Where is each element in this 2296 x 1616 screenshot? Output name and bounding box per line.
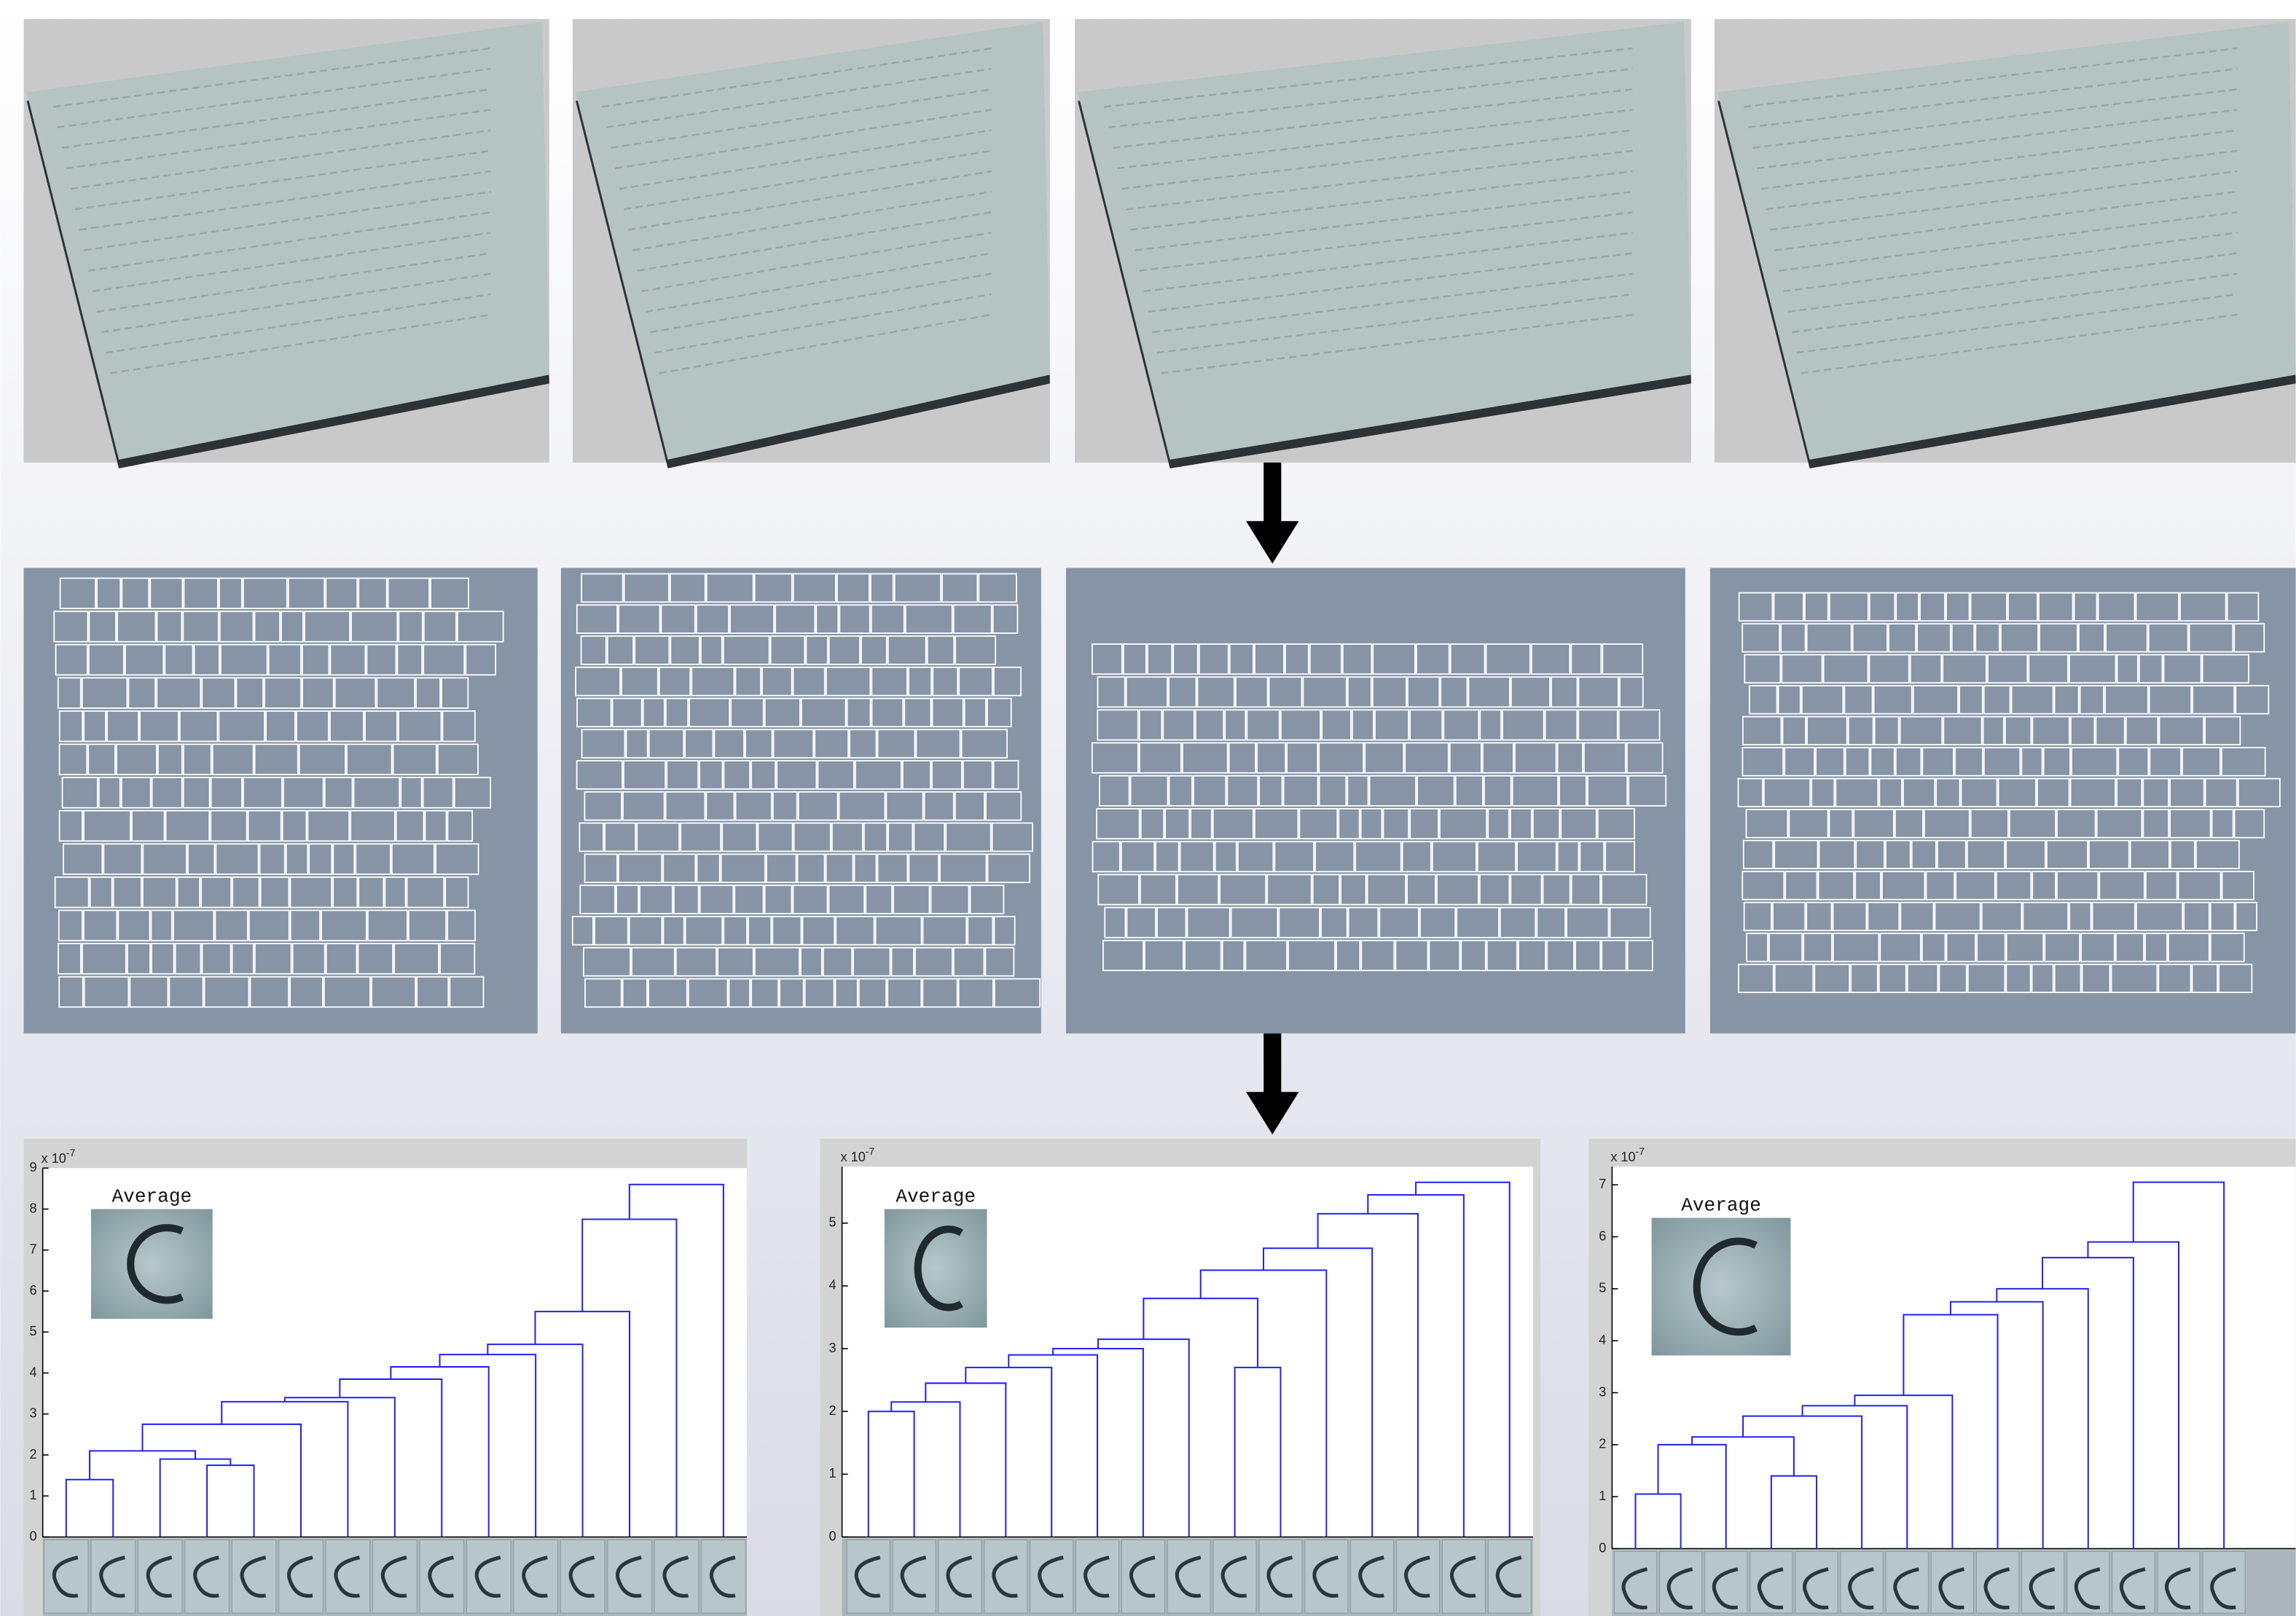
leaf-thumb — [893, 1540, 936, 1613]
leaf-thumb — [420, 1540, 463, 1613]
y-tick-label: 4 — [30, 1365, 37, 1379]
leaf-thumb — [1976, 1552, 2018, 1613]
scale-base: x 10 — [1610, 1150, 1635, 1164]
leaf-thumb — [138, 1540, 181, 1613]
leaf-thumb — [2203, 1552, 2245, 1613]
average-glyph — [885, 1209, 987, 1327]
y-tick-label: 1 — [829, 1466, 836, 1480]
y-tick-label: 7 — [30, 1242, 37, 1257]
leaf-thumb — [1121, 1540, 1164, 1613]
leaf-thumb — [1705, 1552, 1747, 1613]
y-tick-label: 0 — [1599, 1540, 1606, 1555]
leaf-thumb — [1795, 1552, 1838, 1613]
y-tick-label: 5 — [30, 1324, 37, 1338]
leaf-thumb — [608, 1540, 651, 1613]
leaf-thumb — [654, 1540, 698, 1613]
inset-label: Average — [1681, 1194, 1761, 1216]
leaf-thumb — [1351, 1540, 1394, 1613]
leaf-thumb — [232, 1540, 275, 1613]
leaf-thumb — [514, 1540, 557, 1613]
y-tick-label: 2 — [829, 1403, 836, 1418]
segmented-image — [1710, 568, 2296, 1034]
y-tick-label: 1 — [30, 1488, 37, 1502]
leaf-thumb — [1886, 1552, 1928, 1613]
y-tick-label: 3 — [30, 1406, 37, 1421]
average-glyph — [91, 1209, 213, 1319]
leaf-thumb — [1750, 1552, 1792, 1613]
scale-exponent: -7 — [866, 1145, 875, 1157]
leaf-thumb — [1442, 1540, 1485, 1613]
y-tick-label: 1 — [1599, 1488, 1606, 1503]
leaf-thumb — [279, 1540, 323, 1613]
leaf-thumb — [1841, 1552, 1883, 1613]
leaf-thumb — [373, 1540, 417, 1613]
slide: 0123456789x 10-7Average012345x 10-7Avera… — [0, 0, 2296, 1616]
leaf-thumb — [2158, 1552, 2200, 1613]
leaf-thumb — [560, 1540, 604, 1613]
leaf-thumb — [1030, 1540, 1073, 1613]
leaf-thumb — [2067, 1552, 2109, 1613]
leaf-thumb — [1660, 1552, 1702, 1613]
dendrogram-panel: 0 1 2 3 4 5 6 7 x 10-7 Average — [1588, 1139, 2295, 1616]
y-tick-label: 6 — [30, 1283, 37, 1298]
y-tick-label: 2 — [30, 1447, 37, 1462]
leaf-thumb — [185, 1540, 229, 1613]
y-tick-label: 4 — [1599, 1333, 1606, 1347]
leaf-thumb — [939, 1540, 982, 1613]
leaf-thumb — [326, 1540, 369, 1613]
leaf-thumb — [1167, 1540, 1210, 1613]
dendrogram-panel: 0 1 2 3 4 5 x 10-7 Average — [820, 1139, 1540, 1616]
segmented-images — [24, 568, 2296, 1034]
leaf-thumb — [2112, 1552, 2155, 1613]
leaf-thumb — [1397, 1540, 1440, 1613]
leaf-thumb — [984, 1540, 1027, 1613]
leaf-thumb — [1931, 1552, 1973, 1613]
inset-label: Average — [896, 1185, 976, 1207]
leaf-thumb — [1305, 1540, 1348, 1613]
leaf-thumb — [702, 1540, 745, 1613]
y-tick-label: 6 — [1599, 1228, 1606, 1243]
inset-label: Average — [111, 1185, 192, 1207]
leaf-thumb — [466, 1540, 510, 1613]
leaf-thumb — [847, 1540, 890, 1613]
leaf-thumb — [44, 1540, 88, 1613]
leaf-thumb — [91, 1540, 135, 1613]
segmented-image — [1066, 568, 1685, 1034]
scale-base: x 10 — [841, 1150, 866, 1164]
y-tick-label: 5 — [1599, 1281, 1606, 1295]
dendrogram-panels: 0123456789x 10-7Average012345x 10-7Avera… — [24, 1139, 2296, 1616]
scale-base: x 10 — [42, 1151, 66, 1166]
page: 0123456789x 10-7Average012345x 10-7Avera… — [0, 0, 2296, 1616]
leaf-thumb — [1076, 1540, 1119, 1613]
leaf-thumb — [1213, 1540, 1256, 1613]
scale-exponent: -7 — [66, 1147, 76, 1158]
average-glyph — [1652, 1218, 1791, 1356]
y-tick-label: 3 — [1599, 1384, 1606, 1399]
y-tick-label: 0 — [30, 1529, 37, 1543]
y-tick-label: 4 — [829, 1278, 836, 1293]
dendrogram-panel: 0 1 2 3 4 5 6 7 8 9 x 10-7 Average — [24, 1139, 747, 1616]
y-tick-label: 9 — [30, 1160, 37, 1174]
leaf-thumb — [1614, 1552, 1656, 1613]
scale-exponent: -7 — [1636, 1145, 1645, 1157]
y-tick-label: 8 — [30, 1201, 37, 1215]
y-tick-label: 7 — [1599, 1177, 1606, 1191]
y-tick-label: 5 — [829, 1215, 836, 1230]
y-tick-label: 2 — [1599, 1437, 1606, 1451]
leaf-thumb — [2022, 1552, 2064, 1613]
y-tick-label: 3 — [829, 1341, 836, 1355]
leaf-thumb — [1488, 1540, 1531, 1613]
leaf-thumb — [1259, 1540, 1302, 1613]
tablet-renders — [24, 19, 2296, 468]
y-tick-label: 0 — [829, 1529, 836, 1543]
